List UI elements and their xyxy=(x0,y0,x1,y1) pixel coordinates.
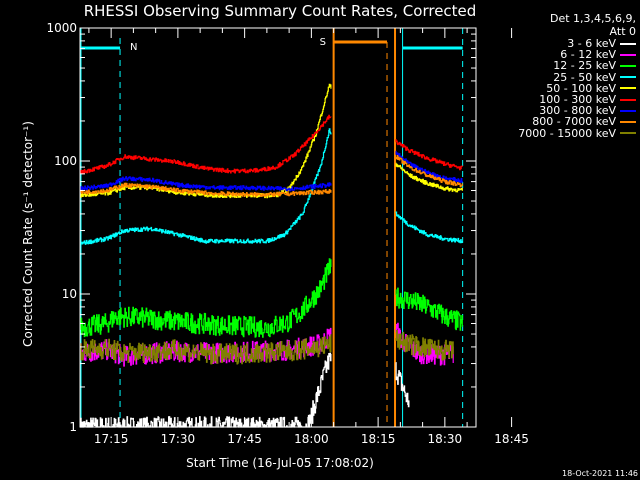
night-flag-label: N xyxy=(130,42,137,53)
legend-label: 25 - 50 keV xyxy=(553,70,616,84)
legend-swatch xyxy=(620,87,636,90)
legend: Det 1,3,4,5,6,9, Att 0 3 - 6 keV 6 - 12 k… xyxy=(486,12,636,140)
legend-swatch xyxy=(620,98,636,101)
x-tick-label: 18:00 xyxy=(294,432,329,446)
detector-info-line-1: Det 1,3,4,5,6,9, xyxy=(549,12,636,25)
legend-label: 6 - 12 keV xyxy=(560,48,616,62)
legend-entry: 12 - 25 keV xyxy=(486,59,636,73)
y-tick-label: 100 xyxy=(54,154,77,168)
y-tick-label: 10 xyxy=(62,287,77,301)
legend-swatch xyxy=(620,132,636,135)
generation-timestamp: 18-Oct-2021 11:46 xyxy=(562,469,638,478)
y-tick-label: 1 xyxy=(69,420,77,434)
series-100-300-kev xyxy=(79,114,463,175)
series-7000-15000-kev xyxy=(79,330,454,365)
legend-swatch xyxy=(620,42,636,45)
series-300-800-kev xyxy=(79,150,463,192)
x-tick-label: 18:45 xyxy=(494,432,529,446)
saa-flag-label: S xyxy=(320,37,326,48)
legend-entry: 800 - 7000 keV xyxy=(486,115,636,129)
legend-swatch xyxy=(620,64,636,67)
legend-label: 12 - 25 keV xyxy=(553,59,616,73)
x-tick-label: 18:30 xyxy=(428,432,463,446)
legend-label: 800 - 7000 keV xyxy=(532,115,616,129)
x-tick-label: 17:15 xyxy=(94,432,129,446)
axis-ticks: 1 10 100 1000 17:15 17:30 17:45 18:00 18:15 18:30… xyxy=(46,21,528,446)
legend-entry: 25 - 50 keV xyxy=(486,70,636,84)
legend-swatch xyxy=(620,76,636,79)
legend-label: 100 - 300 keV xyxy=(539,93,616,107)
legend-entry: 6 - 12 keV xyxy=(486,48,636,62)
chart-title: RHESSI Observing Summary Count Rates, Co… xyxy=(84,2,477,20)
x-tick-label: 18:15 xyxy=(361,432,396,446)
legend-entry: 7000 - 15000 keV xyxy=(486,126,636,140)
x-tick-label: 17:30 xyxy=(161,432,196,446)
legend-label: 50 - 100 keV xyxy=(546,81,616,95)
legend-label: 3 - 6 keV xyxy=(567,37,616,51)
series-800-7000-kev xyxy=(79,155,463,197)
series-12-25-kev xyxy=(79,258,463,338)
legend-entry: 300 - 800 keV xyxy=(486,104,636,118)
x-axis-label: Start Time (16-Jul-05 17:08:02) xyxy=(186,456,374,470)
legend-swatch xyxy=(620,53,636,56)
x-tick-label: 17:45 xyxy=(227,432,262,446)
legend-entry: 100 - 300 keV xyxy=(486,93,636,107)
legend-label: 7000 - 15000 keV xyxy=(518,126,616,140)
y-axis-label: Corrected Count Rate (s⁻¹ detector⁻¹) xyxy=(21,121,35,347)
legend-entry: 3 - 6 keV xyxy=(486,37,636,51)
series-25-50-kev xyxy=(79,128,463,245)
plot-border xyxy=(79,27,477,428)
legend-swatch xyxy=(620,120,636,123)
legend-swatch xyxy=(620,109,636,112)
y-tick-label: 1000 xyxy=(46,21,77,35)
detector-info-line-2: Att 0 xyxy=(609,25,636,38)
plot-frame xyxy=(79,27,477,428)
legend-entry: 50 - 100 keV xyxy=(486,81,636,95)
legend-label: 300 - 800 keV xyxy=(539,104,616,118)
